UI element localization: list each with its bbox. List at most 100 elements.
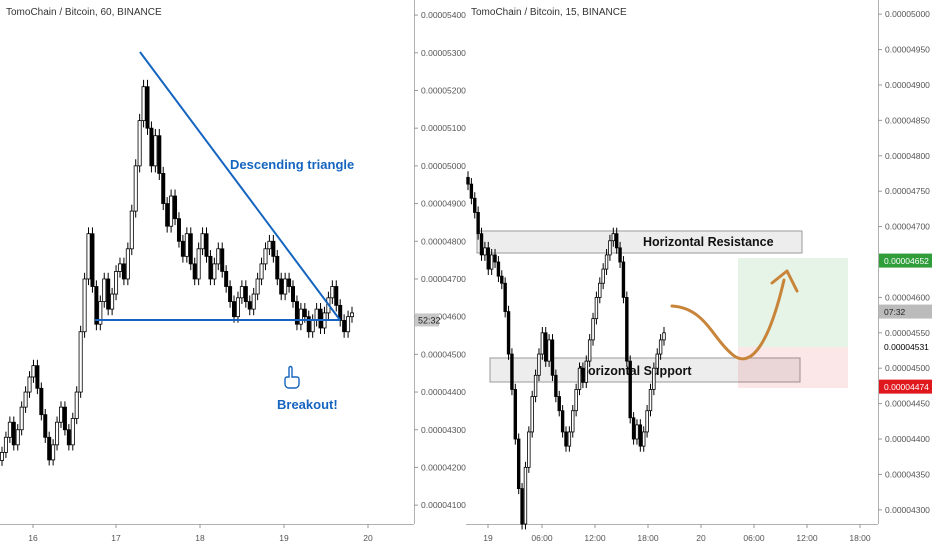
right-candle [554, 369, 558, 403]
right-price-label-text: 0.00004531 [884, 342, 929, 352]
left-candle [338, 299, 343, 327]
right-candle [530, 390, 534, 438]
left-candle [212, 257, 217, 286]
left-y-tick-label: 0.00004400 [421, 387, 466, 397]
right-candle [537, 348, 541, 382]
left-candle [106, 272, 111, 316]
left-candle [279, 272, 284, 301]
right-candle [503, 277, 507, 318]
right-x-tick-label: 12:00 [584, 533, 606, 543]
right-candle [479, 227, 484, 261]
right-candle [608, 234, 612, 261]
left-candle [133, 159, 138, 218]
right-candle [658, 334, 663, 360]
right-candle [489, 248, 494, 275]
left-y-tick-label: 0.00004900 [421, 199, 466, 209]
left-candle [157, 129, 162, 180]
left-candle [271, 234, 276, 263]
left-y-axis: 0.00005400 0.00005300 0.00005200 0.00005100… [414, 10, 466, 510]
left-candle [228, 280, 233, 308]
descending-triangle-label: Descending triangle [230, 157, 354, 172]
right-candle [500, 270, 504, 290]
left-candle [239, 280, 244, 304]
left-candle [314, 303, 319, 327]
left-candle [145, 79, 150, 135]
right-candle [516, 433, 521, 495]
left-candle [35, 359, 40, 395]
right-x-tick-label: 18:00 [849, 533, 871, 543]
right-candle [560, 405, 565, 438]
right-candle [523, 461, 528, 530]
arrow-head-icon [770, 269, 799, 293]
left-chart-panel[interactable]: TomoChain / Bitcoin, 60, BINANCE 0.00005… [0, 0, 466, 543]
right-price-label: 0.00004531 [879, 339, 932, 354]
right-y-tick-label: 0.00004850 [885, 115, 930, 125]
right-y-tick-label: 0.00004950 [885, 45, 930, 55]
right-candle [598, 277, 602, 304]
left-candle [110, 287, 115, 316]
left-candle [232, 295, 237, 323]
right-price-label: 07:32 [879, 304, 932, 319]
left-candle [165, 197, 170, 233]
descending-triangle-line[interactable] [139, 51, 341, 321]
left-candle [114, 265, 119, 301]
right-candle [611, 227, 616, 247]
left-candle [208, 250, 213, 286]
left-candle [15, 424, 20, 451]
right-candle [540, 327, 545, 360]
left-countdown-tag: 52:32 [415, 313, 441, 327]
left-candle [102, 272, 107, 308]
right-candle [493, 248, 497, 268]
right-candle [655, 348, 659, 374]
left-y-tick-label: 0.00004600 [421, 312, 466, 322]
left-x-tick-label: 20 [363, 533, 373, 543]
right-y-tick-label: 0.00004550 [885, 328, 930, 338]
left-candle [153, 129, 158, 173]
left-candle [267, 234, 272, 256]
right-candle [547, 334, 551, 367]
left-y-tick-label: 0.00005100 [421, 123, 466, 133]
left-candle [74, 386, 79, 425]
right-y-tick-label: 0.00005000 [885, 9, 930, 19]
left-candle [23, 386, 28, 413]
right-price-label: 0.00004474 [879, 379, 932, 394]
right-candle [513, 383, 518, 445]
projection-arrow[interactable] [670, 269, 799, 361]
left-annotations: Descending triangle Breakout! [95, 51, 354, 412]
left-candle [334, 280, 339, 312]
right-chart-panel[interactable]: TomoChain / Bitcoin, 15, BINANCE 0.00005… [466, 0, 932, 543]
left-candle [43, 408, 48, 443]
support-zone[interactable] [489, 357, 801, 383]
left-candle [342, 314, 347, 338]
target-box[interactable] [738, 258, 848, 347]
left-candle [7, 416, 12, 443]
right-x-tick-label: 06:00 [531, 533, 553, 543]
right-candle [557, 390, 561, 417]
stop-box[interactable] [738, 347, 848, 388]
right-candle [581, 362, 585, 389]
left-candle [287, 272, 292, 293]
left-candle [121, 257, 126, 286]
left-candle [0, 446, 4, 466]
resistance-zone[interactable] [476, 230, 803, 254]
right-candle [645, 405, 649, 438]
right-candle [544, 327, 548, 367]
right-candle [652, 362, 656, 396]
left-x-tick-label: 18 [195, 533, 205, 543]
left-candle [283, 272, 288, 301]
right-y-tick-label: 0.00004600 [885, 292, 930, 302]
left-x-axis: 16 17 18 19 20 [28, 524, 373, 543]
left-candle [220, 242, 225, 278]
left-candle [55, 416, 60, 451]
right-candle [604, 248, 609, 275]
right-candle [571, 405, 575, 438]
right-price-label-text: 0.00004474 [884, 382, 929, 392]
right-candle [648, 383, 653, 417]
left-y-tick-label: 0.00004500 [421, 349, 466, 359]
right-candle [594, 291, 599, 325]
right-candle [584, 355, 588, 389]
left-candle [235, 291, 240, 323]
left-candle [346, 310, 351, 338]
right-y-tick-label: 0.00004300 [885, 505, 930, 515]
left-y-tick-label: 0.00004300 [421, 425, 466, 435]
